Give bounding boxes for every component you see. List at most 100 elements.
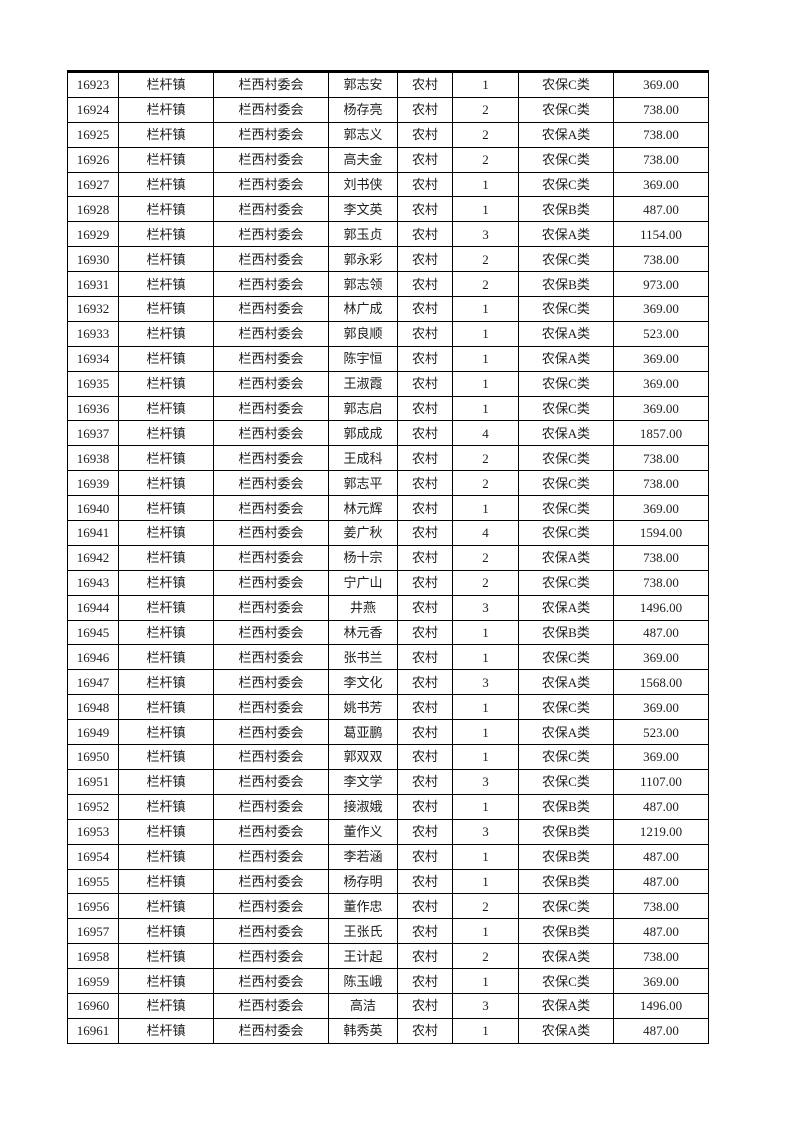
table-row: 16957 栏杆镇 栏西村委会 王张氏 农村 1 农保B类 487.00 — [67, 918, 709, 945]
cell-town: 栏杆镇 — [118, 146, 214, 173]
cell-amount: 523.00 — [613, 719, 709, 746]
cell-person-count: 1 — [452, 843, 519, 870]
cell-insurance-category: 农保C类 — [518, 520, 614, 546]
table-row: 16929 栏杆镇 栏西村委会 郭玉贞 农村 3 农保A类 1154.00 — [67, 221, 709, 248]
cell-record-no: 16953 — [67, 818, 119, 845]
cell-person-count: 3 — [452, 221, 519, 248]
cell-person-count: 1 — [452, 71, 519, 98]
cell-insurance-category: 农保B类 — [518, 918, 614, 945]
cell-town: 栏杆镇 — [118, 594, 214, 621]
cell-person-count: 1 — [452, 345, 519, 372]
cell-insurance-category: 农保B类 — [518, 271, 614, 298]
cell-record-no: 16928 — [67, 196, 119, 223]
table-row: 16954 栏杆镇 栏西村委会 李若涵 农村 1 农保B类 487.00 — [67, 843, 709, 870]
cell-town: 栏杆镇 — [118, 544, 214, 571]
cell-household-type: 农村 — [397, 768, 453, 795]
cell-town: 栏杆镇 — [118, 96, 214, 123]
cell-insurance-category: 农保A类 — [518, 992, 614, 1019]
cell-record-no: 16936 — [67, 395, 119, 422]
cell-amount: 369.00 — [613, 395, 709, 422]
cell-village-committee: 栏西村委会 — [213, 619, 329, 646]
cell-village-committee: 栏西村委会 — [213, 1017, 329, 1044]
cell-amount: 369.00 — [613, 968, 709, 994]
cell-village-committee: 栏西村委会 — [213, 296, 329, 322]
cell-town: 栏杆镇 — [118, 171, 214, 198]
cell-amount: 1496.00 — [613, 594, 709, 621]
cell-person-count: 1 — [452, 1017, 519, 1044]
cell-record-no: 16926 — [67, 146, 119, 173]
table-row: 16952 栏杆镇 栏西村委会 接淑娥 农村 1 农保B类 487.00 — [67, 793, 709, 820]
cell-person-name: 杨存亮 — [328, 96, 398, 123]
table-row: 16926 栏杆镇 栏西村委会 高夫金 农村 2 农保C类 738.00 — [67, 146, 709, 173]
cell-person-name: 郭永彩 — [328, 246, 398, 273]
cell-record-no: 16931 — [67, 271, 119, 298]
cell-insurance-category: 农保C类 — [518, 644, 614, 671]
cell-village-committee: 栏西村委会 — [213, 544, 329, 571]
cell-amount: 1154.00 — [613, 221, 709, 248]
cell-insurance-category: 农保C类 — [518, 768, 614, 795]
cell-record-no: 16947 — [67, 669, 119, 696]
cell-amount: 369.00 — [613, 370, 709, 397]
cell-person-count: 1 — [452, 395, 519, 422]
cell-person-name: 刘书侠 — [328, 171, 398, 198]
cell-town: 栏杆镇 — [118, 744, 214, 770]
table-row: 16940 栏杆镇 栏西村委会 林元辉 农村 1 农保C类 369.00 — [67, 495, 709, 522]
cell-person-count: 2 — [452, 445, 519, 472]
table-row: 16943 栏杆镇 栏西村委会 宁广山 农村 2 农保C类 738.00 — [67, 569, 709, 596]
cell-town: 栏杆镇 — [118, 893, 214, 920]
cell-person-count: 2 — [452, 96, 519, 123]
cell-household-type: 农村 — [397, 619, 453, 646]
cell-village-committee: 栏西村委会 — [213, 246, 329, 273]
cell-town: 栏杆镇 — [118, 370, 214, 397]
table-row: 16937 栏杆镇 栏西村委会 郭成成 农村 4 农保A类 1857.00 — [67, 420, 709, 447]
cell-record-no: 16939 — [67, 470, 119, 497]
table-row: 16956 栏杆镇 栏西村委会 董作忠 农村 2 农保C类 738.00 — [67, 893, 709, 920]
cell-person-count: 1 — [452, 370, 519, 397]
cell-person-name: 姚书芳 — [328, 694, 398, 721]
cell-village-committee: 栏西村委会 — [213, 320, 329, 347]
cell-person-count: 2 — [452, 544, 519, 571]
table-row: 16947 栏杆镇 栏西村委会 李文化 农村 3 农保A类 1568.00 — [67, 669, 709, 696]
table-row: 16950 栏杆镇 栏西村委会 郭双双 农村 1 农保C类 369.00 — [67, 744, 709, 770]
cell-village-committee: 栏西村委会 — [213, 968, 329, 994]
cell-village-committee: 栏西村委会 — [213, 868, 329, 895]
cell-amount: 1857.00 — [613, 420, 709, 447]
cell-record-no: 16935 — [67, 370, 119, 397]
cell-record-no: 16932 — [67, 296, 119, 322]
cell-record-no: 16942 — [67, 544, 119, 571]
cell-person-name: 董作义 — [328, 818, 398, 845]
cell-insurance-category: 农保C类 — [518, 445, 614, 472]
cell-record-no: 16959 — [67, 968, 119, 994]
cell-amount: 369.00 — [613, 744, 709, 770]
cell-amount: 369.00 — [613, 495, 709, 522]
cell-household-type: 农村 — [397, 221, 453, 248]
cell-insurance-category: 农保B类 — [518, 818, 614, 845]
table-row: 16945 栏杆镇 栏西村委会 林元香 农村 1 农保B类 487.00 — [67, 619, 709, 646]
cell-amount: 973.00 — [613, 271, 709, 298]
cell-village-committee: 栏西村委会 — [213, 121, 329, 148]
cell-record-no: 16956 — [67, 893, 119, 920]
cell-person-name: 郭良顺 — [328, 320, 398, 347]
table-row: 16928 栏杆镇 栏西村委会 李文英 农村 1 农保B类 487.00 — [67, 196, 709, 223]
cell-village-committee: 栏西村委会 — [213, 271, 329, 298]
cell-town: 栏杆镇 — [118, 968, 214, 994]
cell-insurance-category: 农保C类 — [518, 370, 614, 397]
cell-household-type: 农村 — [397, 196, 453, 223]
cell-person-count: 3 — [452, 818, 519, 845]
cell-household-type: 农村 — [397, 345, 453, 372]
cell-village-committee: 栏西村委会 — [213, 470, 329, 497]
cell-insurance-category: 农保B类 — [518, 868, 614, 895]
cell-amount: 738.00 — [613, 146, 709, 173]
cell-household-type: 农村 — [397, 445, 453, 472]
cell-insurance-category: 农保A类 — [518, 943, 614, 970]
cell-household-type: 农村 — [397, 893, 453, 920]
table-row: 16948 栏杆镇 栏西村委会 姚书芳 农村 1 农保C类 369.00 — [67, 694, 709, 721]
cell-person-count: 1 — [452, 171, 519, 198]
cell-person-count: 3 — [452, 992, 519, 1019]
cell-household-type: 农村 — [397, 793, 453, 820]
cell-person-count: 2 — [452, 246, 519, 273]
cell-insurance-category: 农保C类 — [518, 171, 614, 198]
cell-town: 栏杆镇 — [118, 669, 214, 696]
cell-person-count: 1 — [452, 644, 519, 671]
